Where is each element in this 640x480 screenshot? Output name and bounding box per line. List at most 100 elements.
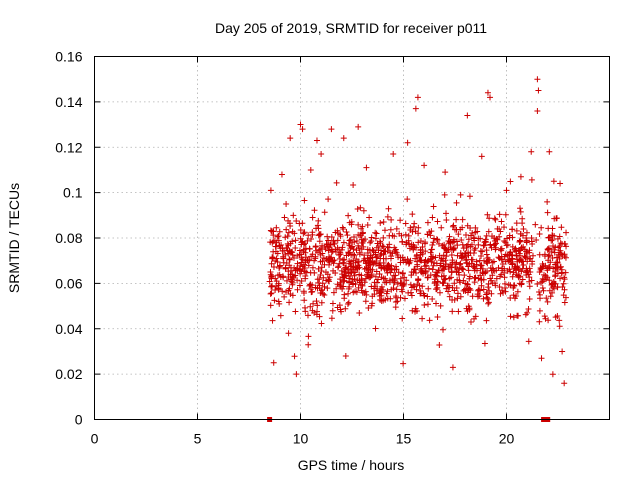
data-point: [501, 238, 508, 245]
data-point: [386, 279, 393, 286]
data-point: [382, 275, 389, 282]
data-point: [345, 249, 352, 256]
data-point: [458, 265, 465, 272]
data-point: [376, 293, 383, 299]
data-point: [307, 303, 314, 310]
data-point: [313, 298, 320, 305]
x-tick-label: 20: [499, 431, 515, 447]
data-point: [351, 252, 358, 259]
data-point: [459, 216, 466, 223]
y-tick-label: 0.14: [55, 94, 82, 110]
data-point: [517, 238, 524, 245]
data-point: [465, 236, 472, 243]
data-point: [417, 266, 424, 273]
data-point: [343, 272, 350, 279]
data-point: [449, 364, 456, 371]
data-point: [274, 233, 281, 240]
data-point: [487, 94, 494, 101]
data-point: [550, 265, 557, 272]
data-point: [464, 281, 471, 288]
data-point: [464, 222, 471, 229]
data-point: [286, 248, 293, 255]
data-point: [445, 238, 452, 245]
data-point: [284, 240, 291, 247]
data-point: [501, 280, 508, 287]
data-point: [535, 87, 542, 94]
data-point: [557, 180, 564, 187]
data-point: [529, 252, 536, 259]
data-point: [465, 286, 472, 293]
data-point: [539, 261, 546, 267]
data-point: [518, 281, 525, 288]
data-point: [413, 244, 420, 251]
data-point: [272, 287, 279, 294]
y-tick-label: 0.06: [55, 275, 82, 291]
data-point: [446, 233, 453, 240]
data-point: [538, 224, 545, 231]
data-point: [504, 252, 511, 259]
data-point: [492, 241, 499, 248]
data-point: [538, 265, 545, 272]
data-point: [516, 238, 523, 245]
data-point: [340, 239, 347, 246]
data-point: [332, 229, 339, 236]
data-point: [424, 274, 431, 281]
data-point: [285, 330, 292, 337]
data-point: [397, 217, 404, 224]
data-point: [321, 209, 328, 216]
data-point: [326, 278, 333, 285]
data-point: [445, 288, 452, 295]
data-point: [454, 290, 461, 297]
data-point: [440, 279, 447, 286]
data-point: [319, 250, 326, 257]
data-point: [387, 226, 394, 233]
data-point: [267, 227, 274, 234]
data-point: [341, 291, 348, 298]
data-point: [323, 241, 330, 248]
data-point: [417, 251, 424, 258]
x-tick-label: 15: [396, 431, 412, 447]
data-point: [478, 153, 485, 160]
data-point: [306, 282, 313, 289]
data-point: [356, 310, 363, 317]
data-point: [330, 260, 337, 267]
data-point: [525, 338, 532, 345]
data-point: [356, 277, 363, 284]
data-point: [451, 280, 458, 287]
data-point: [371, 291, 378, 298]
data-point: [410, 282, 417, 289]
data-point: [368, 234, 375, 241]
data-point: [355, 242, 362, 249]
data-point: [551, 285, 558, 292]
data-point: [405, 260, 412, 267]
data-point: [520, 225, 527, 232]
data-point: [549, 254, 556, 261]
data-point: [354, 206, 361, 212]
data-point: [519, 220, 526, 227]
data-point: [429, 255, 436, 262]
data-point: [362, 298, 369, 305]
data-point: [538, 279, 545, 286]
data-point: [485, 299, 492, 306]
tick-labels: 0 5 10 15 20 0 0.02 0.04 0.06 0.08 0.1 0.12 0.14 0.16: [55, 49, 514, 447]
data-point: [301, 229, 308, 236]
data-point: [434, 218, 441, 225]
data-point: [441, 276, 448, 283]
data-point: [522, 253, 529, 260]
data-point: [457, 279, 464, 286]
data-point: [426, 317, 433, 324]
data-point: [404, 139, 411, 146]
data-point: [332, 248, 339, 255]
data-point: [355, 123, 362, 130]
data-point: [376, 262, 383, 269]
data-point: [409, 307, 416, 314]
data-point: [563, 229, 570, 236]
data-point: [430, 239, 437, 246]
data-point: [539, 284, 546, 291]
data-point: [325, 253, 332, 260]
data-point: [308, 289, 315, 296]
data-point: [296, 220, 303, 227]
data-point: [283, 289, 290, 296]
data-point: [368, 302, 375, 309]
